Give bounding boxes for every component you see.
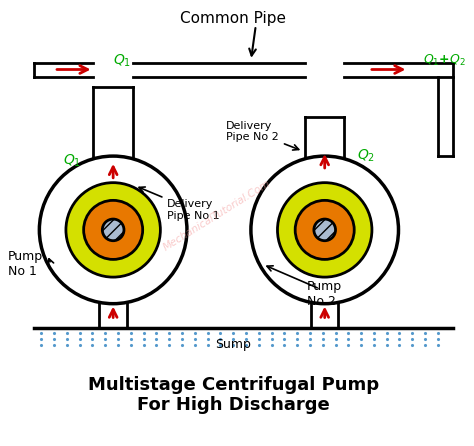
Circle shape [314,219,336,241]
Text: $Q_1$: $Q_1$ [63,153,81,169]
Text: Multistage Centrifugal Pump: Multistage Centrifugal Pump [88,376,379,394]
Text: Delivery
Pipe No 1: Delivery Pipe No 1 [139,187,220,221]
Circle shape [277,183,372,277]
Text: Pump
No 1: Pump No 1 [8,250,43,278]
Text: $Q_2$: $Q_2$ [357,148,375,164]
Text: Delivery
Pipe No 2: Delivery Pipe No 2 [226,121,299,150]
Circle shape [39,156,187,304]
Text: For High Discharge: For High Discharge [137,396,329,414]
Circle shape [102,219,124,241]
Text: $Q_1$+$Q_2$: $Q_1$+$Q_2$ [423,53,466,68]
Circle shape [251,156,399,304]
Text: Common Pipe: Common Pipe [180,12,286,26]
Circle shape [66,183,160,277]
Text: $Q_1$: $Q_1$ [113,53,131,69]
Text: Pump
No 2: Pump No 2 [307,280,342,308]
Text: Sump: Sump [215,338,251,351]
Circle shape [295,200,354,260]
Circle shape [83,200,143,260]
Text: MechanicalTutorial.Com: MechanicalTutorial.Com [161,178,272,252]
